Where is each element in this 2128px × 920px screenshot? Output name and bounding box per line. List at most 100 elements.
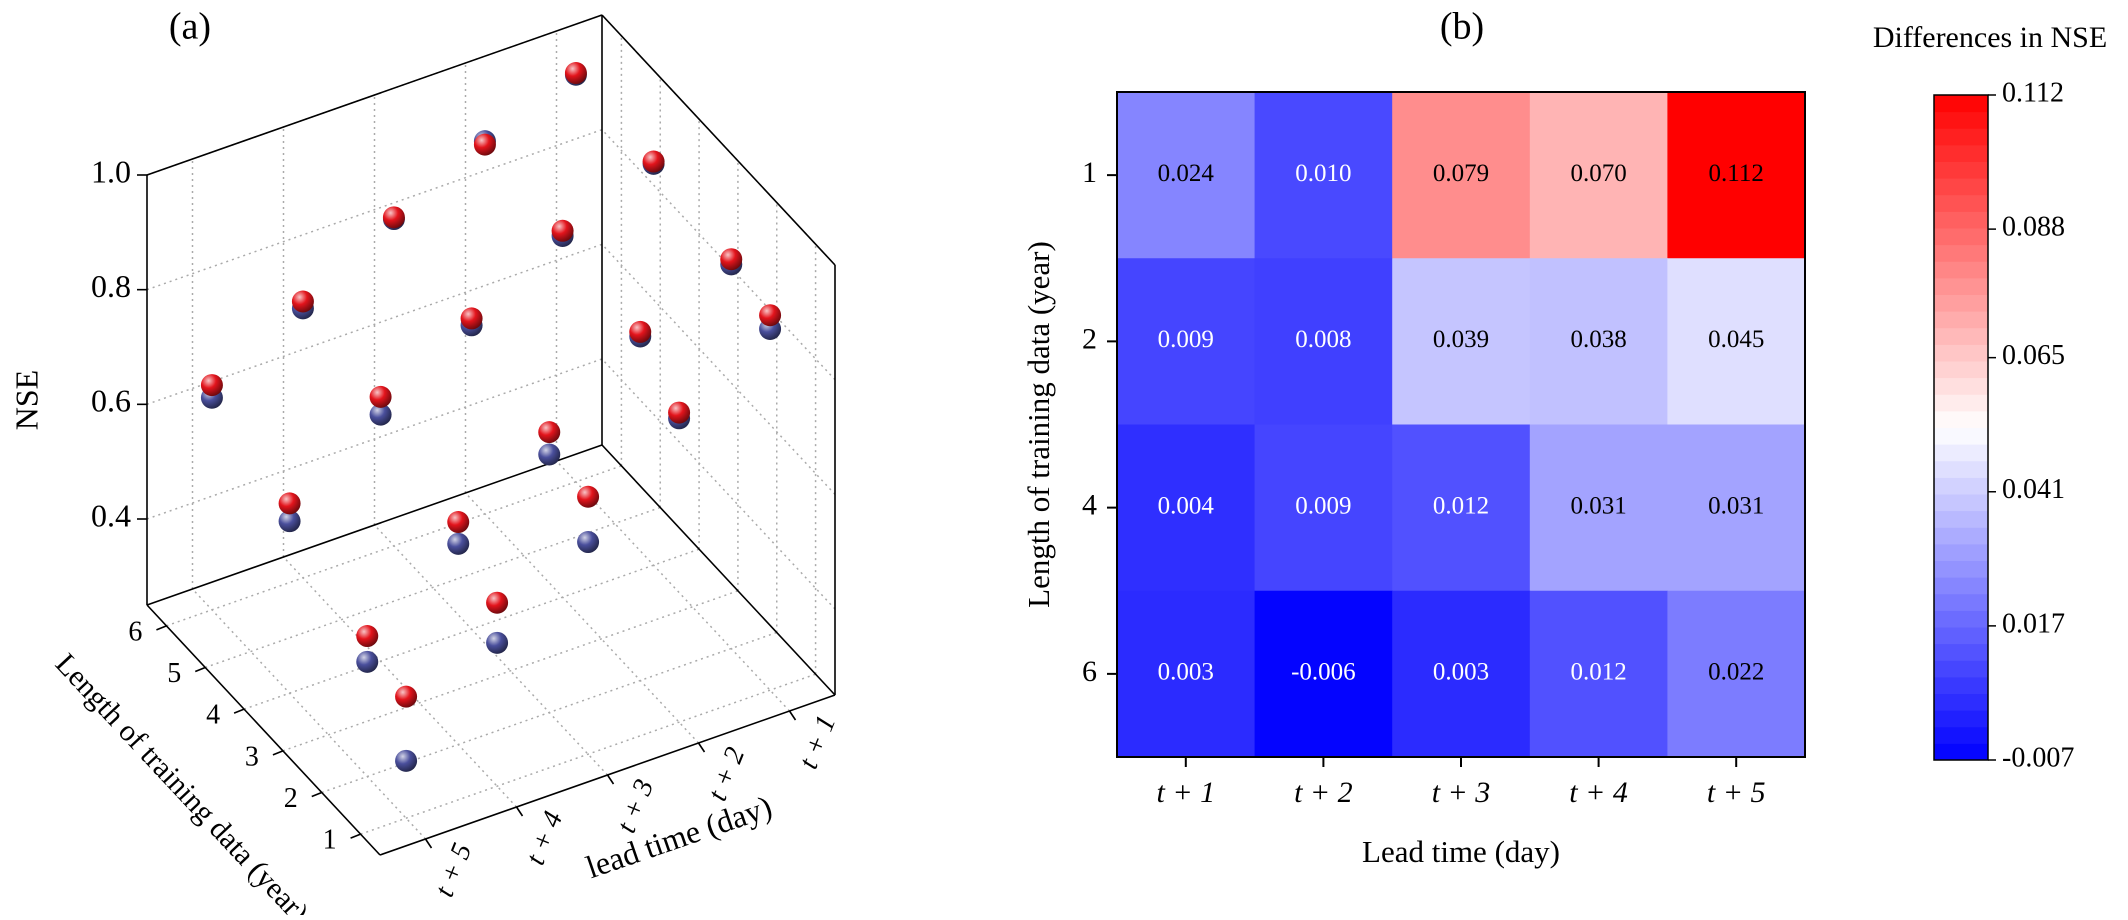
grid-line <box>282 590 739 752</box>
grid-line <box>205 506 661 669</box>
y-tick-label: 2 <box>1082 322 1097 355</box>
colorbar-step <box>1934 560 1988 578</box>
data-point <box>473 133 496 156</box>
cell-label: 0.031 <box>1570 492 1626 519</box>
colorbar-step <box>1934 693 1988 711</box>
panel-title: (b) <box>1440 6 1484 48</box>
data-point <box>460 307 483 330</box>
colorbar-step <box>1934 194 1988 212</box>
colorbar-step <box>1934 543 1988 561</box>
tick-mark <box>788 710 797 721</box>
colorbar-tick-label: 0.065 <box>2002 340 2065 371</box>
heatmap-cell <box>1529 258 1668 425</box>
colorbar-tick-label: 0.041 <box>2002 474 2065 505</box>
cell-label: -0.006 <box>1291 659 1356 686</box>
heatmap-cell <box>1254 92 1393 259</box>
grid-line <box>146 243 603 406</box>
z-axis-title: NSE <box>8 370 44 430</box>
y-tick-label: 1 <box>1082 156 1097 189</box>
colorbar-step <box>1934 261 1988 279</box>
data-point <box>200 374 223 397</box>
cell-label: 0.003 <box>1158 659 1214 686</box>
colorbar-step <box>1934 95 1988 113</box>
cell-label: 0.024 <box>1158 160 1215 187</box>
heatmap-cell <box>1529 424 1668 592</box>
colorbar-step <box>1934 361 1988 379</box>
colorbar-step <box>1934 277 1988 295</box>
grid-line <box>360 673 816 835</box>
data-point <box>447 532 470 555</box>
data-point <box>395 685 418 708</box>
data-point <box>486 591 509 614</box>
tick-mark <box>272 750 284 756</box>
colorbar-step <box>1934 593 1988 611</box>
colorbar-step <box>1934 410 1988 428</box>
colorbar-step <box>1934 643 1988 661</box>
heatmap-cell <box>1667 92 1806 259</box>
grid-line <box>321 631 777 794</box>
heatmap-cell <box>1529 92 1668 259</box>
axis-edge <box>379 694 836 856</box>
x-axis-title: lead time (day) <box>581 788 776 885</box>
data-point <box>369 403 392 426</box>
colorbar-title: Differences in NSE <box>1873 21 2107 54</box>
data-point <box>538 443 561 466</box>
data-point <box>356 625 379 648</box>
tick-mark <box>311 791 323 798</box>
data-point <box>395 749 418 772</box>
tick-mark <box>350 833 361 839</box>
data-point <box>564 62 587 85</box>
y-tick-label: 6 <box>128 616 142 647</box>
data-point <box>382 206 405 229</box>
colorbar-step <box>1934 494 1988 512</box>
heatmap-cell <box>1392 590 1531 758</box>
cell-label: 0.070 <box>1570 160 1626 187</box>
colorbar-tick-label: 0.017 <box>2002 608 2065 639</box>
colorbar-step <box>1934 460 1988 478</box>
data-point <box>629 320 652 343</box>
axis-edge <box>146 444 603 606</box>
y-tick-label: 3 <box>245 741 259 772</box>
tick-mark <box>424 838 433 849</box>
colorbar-step <box>1934 228 1988 246</box>
grid-line <box>166 465 622 627</box>
colorbar-step <box>1934 311 1988 329</box>
cell-label: 0.008 <box>1295 326 1351 353</box>
colorbar-step <box>1934 394 1988 412</box>
cell-label: 0.004 <box>1158 492 1215 519</box>
z-tick-label: 1.0 <box>91 153 131 189</box>
colorbar-step <box>1934 726 1988 744</box>
y-axis-title: Length of training data (year) <box>49 647 315 915</box>
data-point <box>369 385 392 408</box>
cell-label: 0.010 <box>1295 160 1351 187</box>
panel-title: (a) <box>169 6 211 48</box>
heatmap-cell <box>1117 258 1256 425</box>
colorbar-step <box>1934 344 1988 362</box>
colorbar-tick-label: 0.112 <box>2002 77 2064 108</box>
tick-mark <box>697 742 706 753</box>
colorbar-step <box>1934 427 1988 445</box>
heatmap-cell <box>1392 258 1531 425</box>
data-point <box>486 631 509 654</box>
z-tick-label: 0.8 <box>91 268 131 304</box>
x-tick-label: t + 2 <box>1294 776 1353 809</box>
cell-label: 0.012 <box>1433 492 1489 519</box>
colorbar-step <box>1934 610 1988 628</box>
colorbar-step <box>1934 211 1988 229</box>
heatmap-cell <box>1117 92 1256 259</box>
z-tick-label: 0.4 <box>91 497 131 533</box>
data-point <box>720 248 743 271</box>
cell-label: 0.031 <box>1708 492 1764 519</box>
y-tick-label: 6 <box>1082 655 1097 688</box>
grid-line <box>464 492 700 744</box>
colorbar-step <box>1934 743 1988 761</box>
grid-line <box>146 128 603 291</box>
axis-edge <box>146 14 603 176</box>
data-point <box>577 485 600 508</box>
heatmap-cell <box>1667 424 1806 592</box>
y-tick-label: 4 <box>206 700 220 731</box>
cell-label: 0.038 <box>1570 326 1626 353</box>
colorbar-step <box>1934 477 1988 495</box>
heatmap-cell <box>1667 258 1806 425</box>
